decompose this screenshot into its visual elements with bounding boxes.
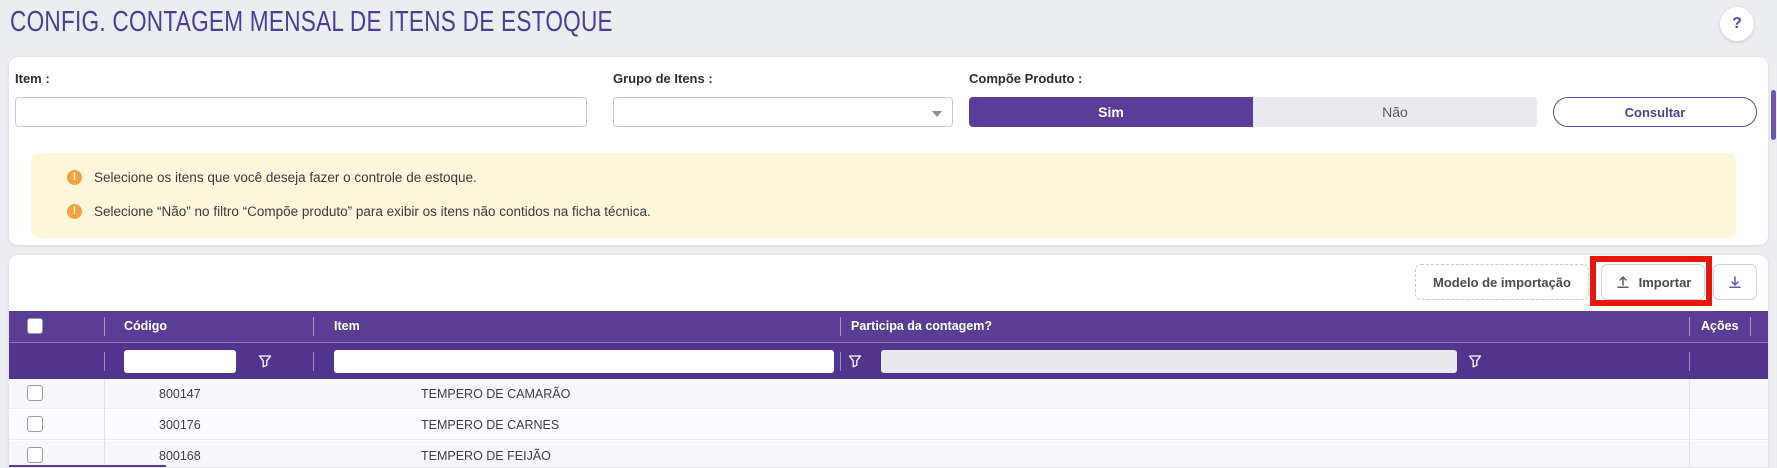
toggle-option-nao[interactable]: Não [1253, 97, 1537, 127]
row-codigo: 800168 [159, 449, 201, 463]
compoe-produto-toggle: Sim Não [969, 97, 1537, 127]
row-checkbox[interactable] [27, 385, 43, 401]
download-button[interactable] [1713, 264, 1757, 300]
table-header: Código Item Participa da contagem? Ações [9, 311, 1768, 342]
question-mark-icon: ? [1732, 15, 1742, 32]
row-codigo: 300176 [159, 418, 201, 432]
column-header-codigo[interactable]: Código [124, 319, 168, 333]
help-button[interactable]: ? [1720, 7, 1754, 41]
row-item: TEMPERO DE CAMARÃO [421, 387, 571, 401]
upload-icon [1616, 276, 1629, 288]
participa-column-filter-select[interactable] [881, 350, 1457, 373]
table-row[interactable]: 300176 TEMPERO DE CARNES [9, 410, 1768, 440]
page-title: CONFIG. CONTAGEM MENSAL DE ITENS DE ESTO… [10, 6, 613, 38]
filter-funnel-icon[interactable] [847, 353, 863, 369]
grupo-itens-select[interactable] [613, 97, 953, 127]
warning-icon: ! [67, 203, 82, 219]
codigo-column-filter-input[interactable] [124, 350, 236, 373]
toggle-option-sim[interactable]: Sim [969, 97, 1253, 127]
scrollbar-thumb[interactable] [1771, 90, 1776, 140]
table-filter-row [9, 342, 1768, 379]
notice-line: ! Selecione “Não” no filtro “Compõe prod… [67, 201, 651, 221]
column-header-participa[interactable]: Participa da contagem? [851, 319, 993, 333]
item-column-filter-input[interactable] [334, 350, 834, 373]
next-row-header-strip [9, 465, 166, 467]
select-all-checkbox[interactable] [27, 318, 43, 334]
row-item: TEMPERO DE FEIJÃO [421, 449, 551, 463]
row-item: TEMPERO DE CARNES [421, 418, 560, 432]
notice-line: ! Selecione os itens que você deseja faz… [67, 167, 477, 187]
table-panel: Modelo de importação Importar Código Ite… [8, 254, 1769, 468]
filter-funnel-icon[interactable] [1467, 353, 1483, 369]
importar-button-label: Importar [1638, 274, 1692, 290]
column-header-acoes[interactable]: Ações [1701, 319, 1739, 333]
row-checkbox[interactable] [27, 416, 43, 432]
compoe-produto-label: Compõe Produto : [969, 71, 1083, 86]
notice-box: ! Selecione os itens que você deseja faz… [31, 153, 1736, 238]
table-row[interactable]: 800168 TEMPERO DE FEIJÃO [9, 441, 1768, 467]
filters-panel: Item : Grupo de Itens : Compõe Produto :… [8, 56, 1769, 246]
download-icon [1729, 276, 1741, 288]
table-row[interactable]: 800147 TEMPERO DE CAMARÃO [9, 379, 1768, 409]
row-codigo: 800147 [159, 387, 201, 401]
notice-text: Selecione “Não” no filtro “Compõe produt… [94, 203, 651, 219]
table-body: 800147 TEMPERO DE CAMARÃO 300176 TEMPERO… [9, 379, 1768, 467]
item-filter-label: Item : [15, 71, 50, 86]
row-checkbox[interactable] [27, 447, 43, 463]
notice-text: Selecione os itens que você deseja fazer… [94, 169, 477, 185]
column-header-item[interactable]: Item [334, 319, 360, 333]
grupo-itens-label: Grupo de Itens : [613, 71, 713, 86]
modelo-importacao-button[interactable]: Modelo de importação [1415, 264, 1589, 300]
item-filter-input[interactable] [15, 97, 587, 127]
importar-button[interactable]: Importar [1601, 264, 1705, 300]
chevron-down-icon [932, 111, 942, 117]
warning-icon: ! [67, 169, 82, 185]
consultar-button[interactable]: Consultar [1553, 97, 1757, 127]
filter-funnel-icon[interactable] [257, 353, 273, 369]
